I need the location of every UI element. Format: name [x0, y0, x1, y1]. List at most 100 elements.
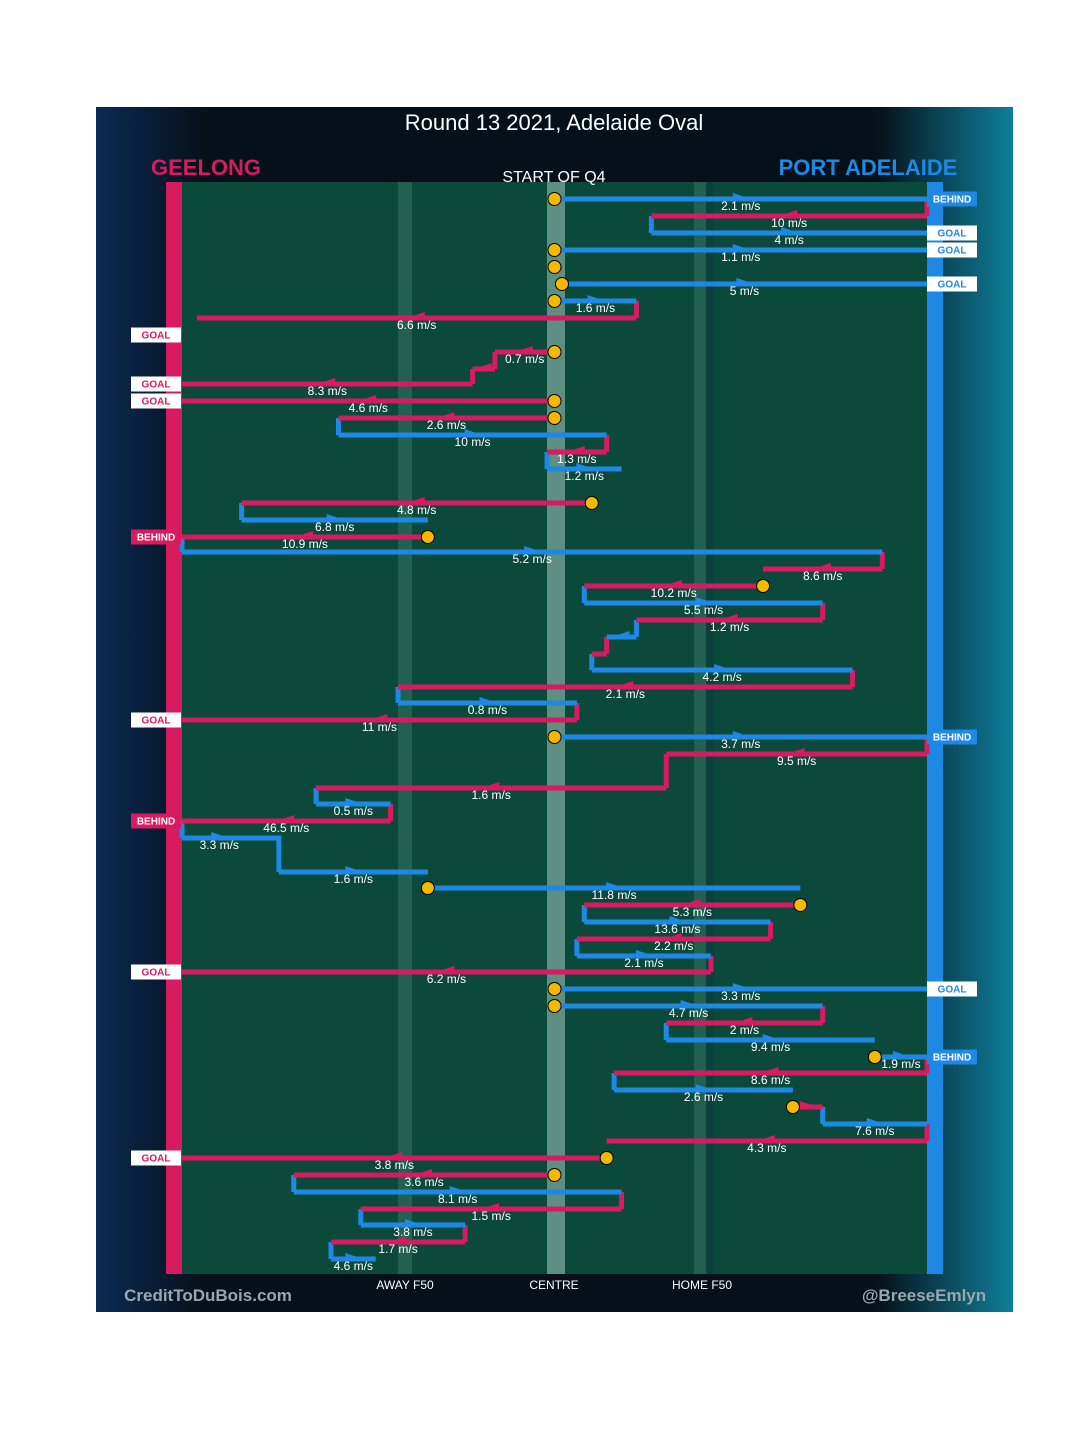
speed-label: 1.6 m/s [471, 788, 510, 802]
speed-label: 5.5 m/s [684, 603, 723, 617]
speed-label: 2.2 m/s [654, 939, 693, 953]
direction-arrow [736, 278, 755, 284]
chain-origin-dot [547, 1168, 562, 1182]
direction-arrow [663, 580, 682, 586]
chain-origin-dot [554, 277, 569, 291]
direction-arrow [294, 531, 313, 537]
chain-origin-dot [867, 1050, 882, 1064]
outcome-badge [927, 276, 977, 292]
outcome-badge [927, 225, 977, 241]
direction-arrow [606, 882, 625, 888]
speed-label: 4.8 m/s [397, 503, 436, 517]
speed-label: 3.8 m/s [375, 1158, 414, 1172]
outcome-badge [131, 813, 181, 829]
speed-label: 11.8 m/s [592, 888, 637, 902]
direction-arrow [866, 1118, 885, 1124]
direction-arrow [799, 1101, 818, 1107]
credit-right: @BreeseEmlyn [862, 1286, 986, 1305]
speed-label: 5 m/s [730, 284, 759, 298]
direction-arrow [680, 1000, 699, 1006]
speed-label: 2.6 m/s [684, 1090, 723, 1104]
outcome-badge [131, 376, 181, 392]
chain-origin-dot [547, 345, 562, 359]
direction-arrow [695, 1084, 714, 1090]
speed-label: 1.2 m/s [565, 469, 604, 483]
home-f50-lane-dark [706, 182, 714, 1274]
outcome-label: GOAL [938, 246, 967, 257]
home-f50-lane [694, 182, 706, 1274]
chain-origin-dot [547, 394, 562, 408]
chart-title: Round 13 2021, Adelaide Oval [405, 110, 703, 135]
credit-left: CreditToDuBois.com [124, 1286, 292, 1305]
direction-arrow [732, 983, 751, 989]
chain-origin-dot [547, 294, 562, 308]
direction-arrow [566, 446, 585, 452]
direction-arrow [369, 714, 388, 720]
direction-arrow [732, 244, 751, 250]
speed-label: 8.3 m/s [308, 384, 347, 398]
port-adelaide-goal-line [927, 182, 943, 1274]
direction-arrow [449, 1186, 468, 1192]
speed-label: 11 m/s [362, 720, 397, 734]
speed-label: 1.9 m/s [881, 1057, 920, 1071]
geelong-goal-line [166, 182, 182, 1274]
speed-label: 8.6 m/s [751, 1073, 790, 1087]
right-team-name: PORT ADELAIDE [779, 155, 958, 180]
speed-label: 46.5 m/s [263, 821, 309, 835]
speed-label: 3.3 m/s [721, 989, 760, 1003]
speed-label: 3.8 m/s [393, 1225, 432, 1239]
speed-label: 1.6 m/s [576, 301, 615, 315]
outcome-label: BEHIND [933, 195, 971, 206]
chain-origin-dot [599, 1151, 614, 1165]
speed-label: 3.6 m/s [404, 1175, 443, 1189]
chain-origin-dot [547, 243, 562, 257]
speed-label: 5.3 m/s [673, 905, 712, 919]
chain-origin-dot [547, 411, 562, 425]
chain-origin-dot [547, 982, 562, 996]
direction-arrow [635, 950, 654, 956]
direction-arrow [406, 312, 425, 318]
direction-arrow [436, 966, 455, 972]
direction-arrow [436, 412, 455, 418]
direction-arrow [345, 798, 364, 804]
direction-arrow [211, 832, 230, 838]
direction-arrow [611, 631, 630, 637]
direction-arrow [734, 1017, 753, 1023]
speed-label: 2.6 m/s [427, 418, 466, 432]
direction-arrow [714, 664, 733, 670]
away-f50-lane [398, 182, 412, 1274]
outcome-label: BEHIND [933, 733, 971, 744]
speed-label: 1.7 m/s [378, 1242, 417, 1256]
speed-label: 2.1 m/s [721, 199, 760, 213]
direction-arrow [481, 1203, 500, 1209]
speed-label: 7.6 m/s [855, 1124, 894, 1138]
direction-arrow [682, 899, 701, 905]
chart-subtitle: START OF Q4 [502, 169, 605, 186]
speed-label: 10 m/s [771, 216, 807, 230]
outcome-label: GOAL [938, 229, 967, 240]
outcome-label: GOAL [938, 280, 967, 291]
speed-label: 10.9 m/s [282, 537, 328, 551]
direction-arrow [781, 227, 800, 233]
chain-origin-dot [547, 260, 562, 274]
chain-origin-dot [547, 999, 562, 1013]
outcome-badge [927, 191, 977, 207]
chain-origin-dot [785, 1100, 800, 1114]
speed-label: 8.1 m/s [438, 1192, 477, 1206]
speed-label: 5.2 m/s [512, 552, 551, 566]
direction-arrow [345, 866, 364, 872]
speed-label: 6.6 m/s [397, 318, 436, 332]
direction-arrow [756, 1135, 775, 1141]
chain-origin-dot [756, 579, 771, 593]
direction-arrow [663, 933, 682, 939]
speed-label: 2 m/s [730, 1023, 759, 1037]
outcome-label: BEHIND [137, 533, 175, 544]
tick-label-centre: CENTRE [529, 1278, 578, 1292]
outcome-badge [131, 1150, 181, 1166]
outcome-badge [927, 981, 977, 997]
speed-label: 2.1 m/s [624, 956, 663, 970]
direction-arrow [732, 731, 751, 737]
speed-label: 4.6 m/s [349, 401, 388, 415]
chain-origin-dot [420, 530, 435, 544]
direction-arrow [719, 614, 738, 620]
